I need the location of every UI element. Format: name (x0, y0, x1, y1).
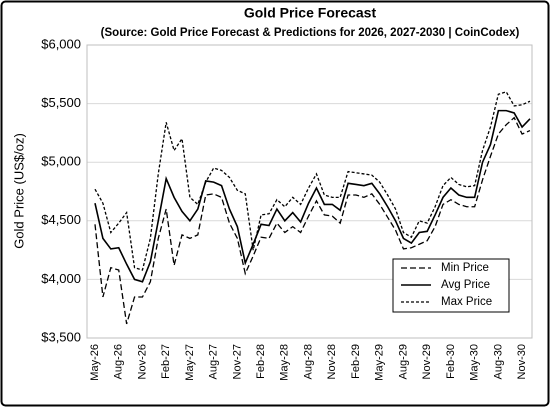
chart-subtitle: (Source: Gold Price Forecast & Predictio… (101, 27, 520, 39)
y-tick-label: $5,000 (41, 154, 81, 169)
legend-label: Max Price (441, 296, 492, 308)
y-tick-label: $4,500 (41, 212, 81, 227)
x-tick-label: Nov-26 (136, 344, 148, 379)
y-axis-label: Gold Price (US$/oz) (11, 133, 26, 249)
chart-title: Gold Price Forecast (244, 5, 377, 21)
x-tick-label: Aug-26 (113, 344, 125, 379)
y-tick-label: $6,000 (41, 36, 81, 51)
x-tick-label: Aug-29 (397, 344, 409, 379)
x-tick-label: Nov-28 (326, 344, 338, 379)
series-line (94, 116, 531, 325)
series-line (94, 109, 531, 283)
x-tick-label: Aug-30 (492, 344, 504, 379)
x-tick-label: May-28 (279, 344, 291, 381)
x-tick-label: Feb-30 (445, 344, 457, 379)
legend-label: Avg Price (441, 279, 490, 291)
x-tick-label: Aug-28 (302, 344, 314, 379)
plot-area (86, 44, 533, 339)
y-tick-label: $5,500 (41, 95, 81, 110)
y-tick-label: $4,000 (41, 271, 81, 286)
y-tick-label: $3,500 (41, 329, 81, 344)
x-tick-label: Aug-27 (208, 344, 220, 379)
x-tick-label: Nov-30 (516, 344, 528, 379)
series-line (94, 91, 531, 271)
legend-label: Min Price (441, 262, 489, 274)
x-tick-label: Feb-29 (350, 344, 362, 379)
x-tick-label: Nov-27 (231, 344, 243, 379)
x-tick-label: May-30 (469, 344, 481, 381)
x-tick-label: Nov-29 (421, 344, 433, 379)
x-tick-label: May-29 (374, 344, 386, 381)
x-tick-label: Feb-27 (160, 344, 172, 379)
x-tick-label: May-27 (184, 344, 196, 381)
x-tick-label: Feb-28 (255, 344, 267, 379)
x-tick-label: May-26 (89, 344, 101, 381)
